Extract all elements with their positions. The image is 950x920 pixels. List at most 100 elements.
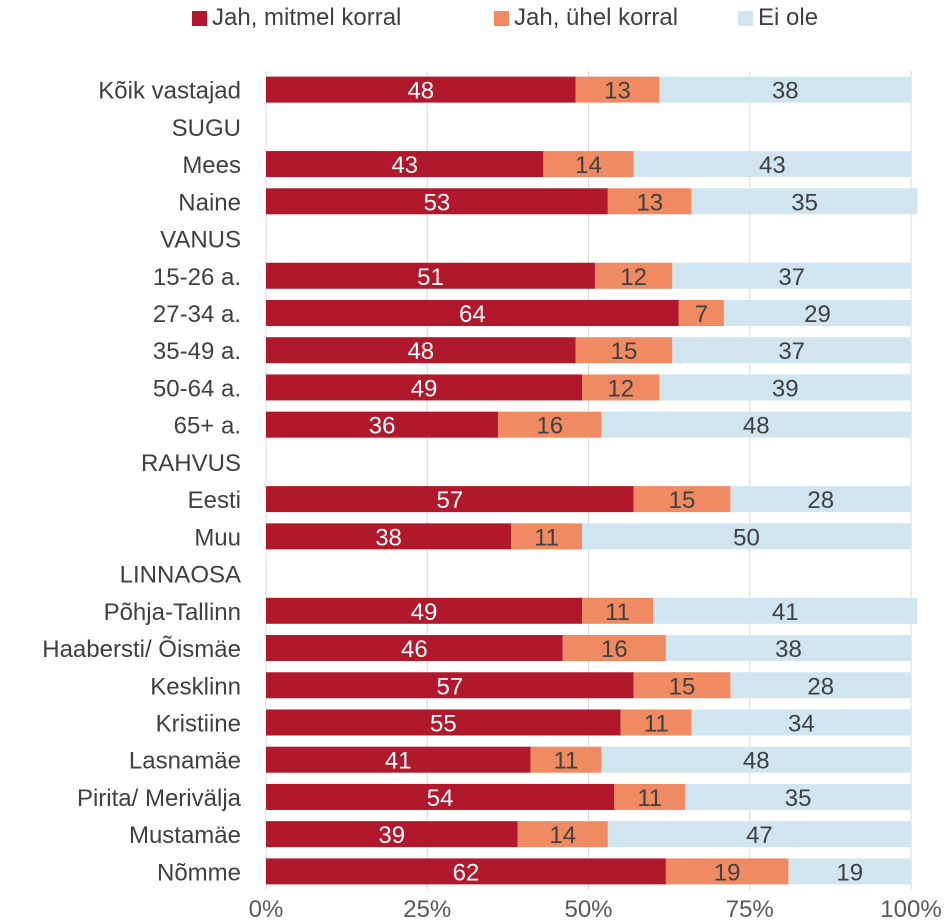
bar-segment-jah-mitmel-korral-naine — [266, 188, 608, 215]
bar-segment-jah-uhel-korral-15-26-a — [594, 262, 673, 289]
bar-segment-jah-mitmel-korral-nomme — [266, 858, 666, 885]
data-label-jah-uhel-korral-lasnamae: 11 — [553, 748, 578, 775]
data-label-ei-ole-pirita-merivalja: 35 — [785, 785, 812, 812]
bar-segment-jah-uhel-korral-pirita-merivalja — [614, 783, 686, 810]
bar-segment-jah-uhel-korral-kristiine — [620, 709, 692, 736]
category-label-kesklinn: Kesklinn — [150, 673, 241, 700]
bar-segment-jah-mitmel-korral-kesklinn — [266, 672, 634, 699]
bar-segment-jah-mitmel-korral-mustamae — [266, 821, 518, 848]
bar-segment-jah-mitmel-korral-pohja-tallinn — [266, 597, 583, 624]
category-label-koik-vastajad: Kõik vastajad — [98, 78, 241, 105]
data-label-ei-ole-15-26-a: 37 — [778, 264, 805, 291]
data-label-jah-uhel-korral-27-34-a: 7 — [695, 301, 708, 328]
data-label-ei-ole-35-49-a: 37 — [778, 338, 805, 365]
data-label-jah-mitmel-korral-65-a: 36 — [369, 413, 396, 440]
data-label-ei-ole-eesti: 28 — [807, 487, 834, 514]
x-tick-label: 25% — [403, 896, 451, 920]
legend-label-ei-ole: Ei ole — [758, 4, 819, 31]
category-label-mees: Mees — [182, 152, 241, 179]
data-label-ei-ole-27-34-a: 29 — [804, 301, 831, 328]
data-label-jah-mitmel-korral-naine: 53 — [424, 189, 451, 216]
bar-segment-jah-uhel-korral-27-34-a — [678, 299, 724, 326]
data-label-ei-ole-50-64-a: 39 — [772, 375, 799, 402]
bar-segment-jah-uhel-korral-lasnamae — [530, 746, 602, 773]
bar-segment-ei-ole-haabersti-oismae — [665, 635, 911, 662]
category-label-50-64-a: 50-64 a. — [153, 375, 241, 402]
bar-segment-jah-uhel-korral-pohja-tallinn — [582, 597, 653, 624]
bar-segment-jah-uhel-korral-muu — [511, 523, 583, 550]
bar-segment-jah-mitmel-korral-pirita-merivalja — [266, 783, 615, 810]
category-label-pohja-tallinn: Põhja-Tallinn — [104, 599, 241, 626]
data-label-jah-uhel-korral-pohja-tallinn: 11 — [605, 599, 630, 626]
x-tick-label: 100% — [880, 896, 941, 920]
data-label-jah-uhel-korral-muu: 11 — [534, 524, 559, 551]
bar-segment-ei-ole-eesti — [730, 486, 911, 513]
category-label-eesti: Eesti — [188, 487, 241, 514]
bar-segment-ei-ole-kristiine — [691, 709, 911, 736]
bar-segment-ei-ole-koik-vastajad — [659, 76, 911, 103]
data-label-jah-uhel-korral-mees: 14 — [575, 152, 602, 179]
category-label-27-34-a: 27-34 a. — [153, 301, 241, 328]
data-label-jah-uhel-korral-nomme: 19 — [714, 859, 741, 886]
bar-segment-ei-ole-50-64-a — [659, 374, 911, 401]
data-label-jah-mitmel-korral-muu: 38 — [375, 524, 402, 551]
category-label-mustamae: Mustamäe — [129, 822, 241, 849]
data-label-jah-mitmel-korral-pohja-tallinn: 49 — [411, 599, 438, 626]
data-label-jah-mitmel-korral-pirita-merivalja: 54 — [427, 785, 454, 812]
data-label-jah-uhel-korral-50-64-a: 12 — [607, 375, 634, 402]
data-label-ei-ole-pohja-tallinn: 41 — [772, 599, 799, 626]
chart-legend: Jah, mitmel korral Jah, ühel korral Ei o… — [0, 4, 950, 38]
bar-segment-ei-ole-mustamae — [607, 821, 911, 848]
data-label-jah-mitmel-korral-haabersti-oismae: 46 — [401, 636, 428, 663]
bar-segment-jah-uhel-korral-35-49-a — [575, 337, 673, 364]
category-label-naine: Naine — [178, 189, 241, 216]
legend-item-jah-mitmel-korral: Jah, mitmel korral — [192, 4, 401, 32]
data-label-ei-ole-kristiine: 34 — [788, 710, 815, 737]
bar-segment-jah-uhel-korral-haabersti-oismae — [562, 635, 666, 662]
data-label-jah-mitmel-korral-35-49-a: 48 — [407, 338, 434, 365]
legend-swatch-ei-ole — [738, 10, 753, 26]
data-label-jah-uhel-korral-mustamae: 14 — [549, 822, 576, 849]
data-label-jah-uhel-korral-kesklinn: 15 — [669, 673, 696, 700]
legend-label-jah-mitmel-korral: Jah, mitmel korral — [212, 4, 402, 31]
x-tick-label: 50% — [564, 896, 612, 920]
legend-item-ei-ole: Ei ole — [738, 4, 818, 32]
category-label-sugu: SUGU — [172, 115, 241, 142]
bar-segment-jah-uhel-korral-eesti — [633, 486, 731, 513]
data-label-jah-uhel-korral-kristiine: 11 — [644, 710, 669, 737]
data-label-jah-mitmel-korral-mees: 43 — [391, 152, 418, 179]
bar-segment-ei-ole-27-34-a — [723, 299, 911, 326]
bar-segment-ei-ole-kesklinn — [730, 672, 911, 699]
category-label-muu: Muu — [194, 524, 241, 551]
data-label-jah-mitmel-korral-50-64-a: 49 — [411, 375, 438, 402]
bar-segment-ei-ole-15-26-a — [672, 262, 911, 289]
data-label-jah-uhel-korral-35-49-a: 15 — [611, 338, 638, 365]
data-label-ei-ole-kesklinn: 28 — [807, 673, 834, 700]
data-label-jah-mitmel-korral-15-26-a: 51 — [417, 264, 444, 291]
bar-segment-ei-ole-pirita-merivalja — [685, 783, 911, 810]
bar-segment-jah-uhel-korral-65-a — [498, 411, 602, 438]
legend-item-jah-uhel-korral: Jah, ühel korral — [494, 4, 678, 32]
category-label-vanus: VANUS — [160, 227, 241, 254]
data-label-jah-mitmel-korral-nomme: 62 — [453, 859, 480, 886]
data-label-jah-mitmel-korral-eesti: 57 — [436, 487, 463, 514]
data-label-jah-uhel-korral-pirita-merivalja: 11 — [637, 785, 662, 812]
x-tick-label: 0% — [249, 896, 284, 920]
x-tick-label: 75% — [726, 896, 774, 920]
category-label-65-a: 65+ a. — [174, 413, 241, 440]
data-label-ei-ole-muu: 50 — [733, 524, 760, 551]
category-label-35-49-a: 35-49 a. — [153, 338, 241, 365]
legend-swatch-jah-mitmel-korral — [192, 10, 207, 26]
bar-segment-ei-ole-mees — [633, 151, 911, 178]
bar-segment-ei-ole-lasnamae — [601, 746, 911, 773]
data-label-jah-uhel-korral-15-26-a: 12 — [620, 264, 647, 291]
category-label-lasnamae: Lasnamäe — [129, 748, 241, 775]
bar-segment-ei-ole-65-a — [601, 411, 911, 438]
bar-segment-jah-mitmel-korral-35-49-a — [266, 337, 576, 364]
category-label-haabersti-oismae: Haabersti/ Õismäe — [42, 635, 241, 663]
bar-segment-jah-mitmel-korral-lasnamae — [266, 746, 531, 773]
bar-segment-jah-uhel-korral-mustamae — [517, 821, 608, 848]
bar-segment-ei-ole-nomme — [788, 858, 911, 885]
data-label-ei-ole-naine: 35 — [791, 189, 818, 216]
category-label-15-26-a: 15-26 a. — [153, 264, 241, 291]
